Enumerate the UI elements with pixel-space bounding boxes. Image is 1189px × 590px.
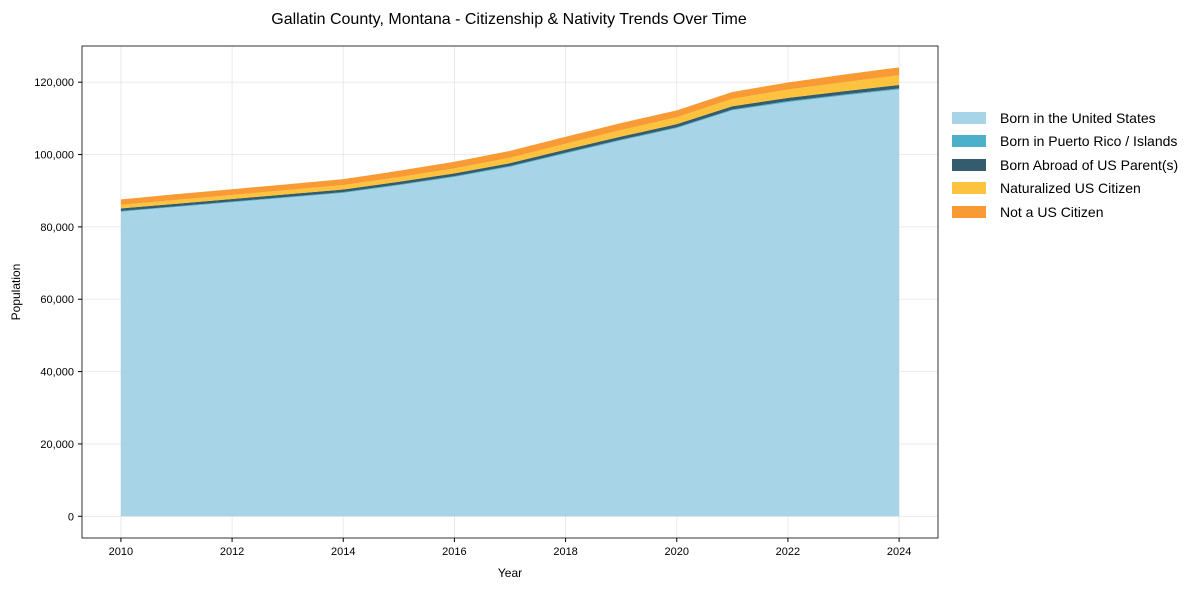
legend-item: Born Abroad of US Parent(s) xyxy=(952,153,1178,177)
x-tick-label: 2014 xyxy=(331,546,355,558)
legend-label: Naturalized US Citizen xyxy=(1000,180,1141,197)
legend-swatch xyxy=(952,205,986,218)
legend-item: Not a US Citizen xyxy=(952,200,1178,224)
legend-label: Born in Puerto Rico / Islands xyxy=(1000,133,1178,150)
legend-swatch xyxy=(952,111,986,124)
legend-label: Born Abroad of US Parent(s) xyxy=(1000,156,1179,173)
y-tick-label: 40,000 xyxy=(40,367,74,379)
legend-item: Naturalized US Citizen xyxy=(952,177,1178,201)
area-not-a-us-citizen xyxy=(120,67,900,205)
y-axis-label: Population xyxy=(9,264,23,321)
chart-title: Gallatin County, Montana - Citizenship &… xyxy=(271,11,747,28)
x-tick-label: 2016 xyxy=(442,546,466,558)
legend-label: Not a US Citizen xyxy=(1000,203,1104,220)
legend-item: Born in the United States xyxy=(952,106,1178,130)
legend-swatch xyxy=(952,158,986,171)
area-naturalized-us-citizen xyxy=(120,75,900,209)
areas xyxy=(120,67,900,517)
x-tick-label: 2024 xyxy=(887,546,911,558)
legend-label: Born in the United States xyxy=(1000,109,1156,126)
x-tick-label: 2012 xyxy=(220,546,244,558)
x-ticks: 2010 2012 2014 2016 2018 2020 2022 2024 xyxy=(109,538,911,558)
y-tick-label: 100,000 xyxy=(34,150,74,162)
legend-swatch xyxy=(952,135,986,148)
x-tick-label: 2010 xyxy=(109,546,133,558)
y-tick-label: 60,000 xyxy=(40,294,74,306)
area-born-abroad-of-us-parent-s- xyxy=(120,84,900,211)
x-tick-label: 2018 xyxy=(553,546,577,558)
y-tick-label: 80,000 xyxy=(40,222,74,234)
y-tick-label: 20,000 xyxy=(40,439,74,451)
y-ticks: 0 20,000 40,000 60,000 80,000 100,000 120,000 xyxy=(34,77,82,523)
y-tick-label: 120,000 xyxy=(34,77,74,89)
legend: Born in the United States Born in Puerto … xyxy=(952,106,1178,224)
area-born-in-the-united-states xyxy=(120,89,900,517)
legend-item: Born in Puerto Rico / Islands xyxy=(952,130,1178,154)
area-born-in-puerto-rico-islands xyxy=(120,88,900,212)
x-axis-label: Year xyxy=(498,566,522,580)
x-tick-label: 2022 xyxy=(776,546,800,558)
plot-frame xyxy=(81,45,939,539)
y-tick-label: 0 xyxy=(68,511,74,523)
legend-swatch xyxy=(952,182,986,195)
x-tick-label: 2020 xyxy=(665,546,689,558)
